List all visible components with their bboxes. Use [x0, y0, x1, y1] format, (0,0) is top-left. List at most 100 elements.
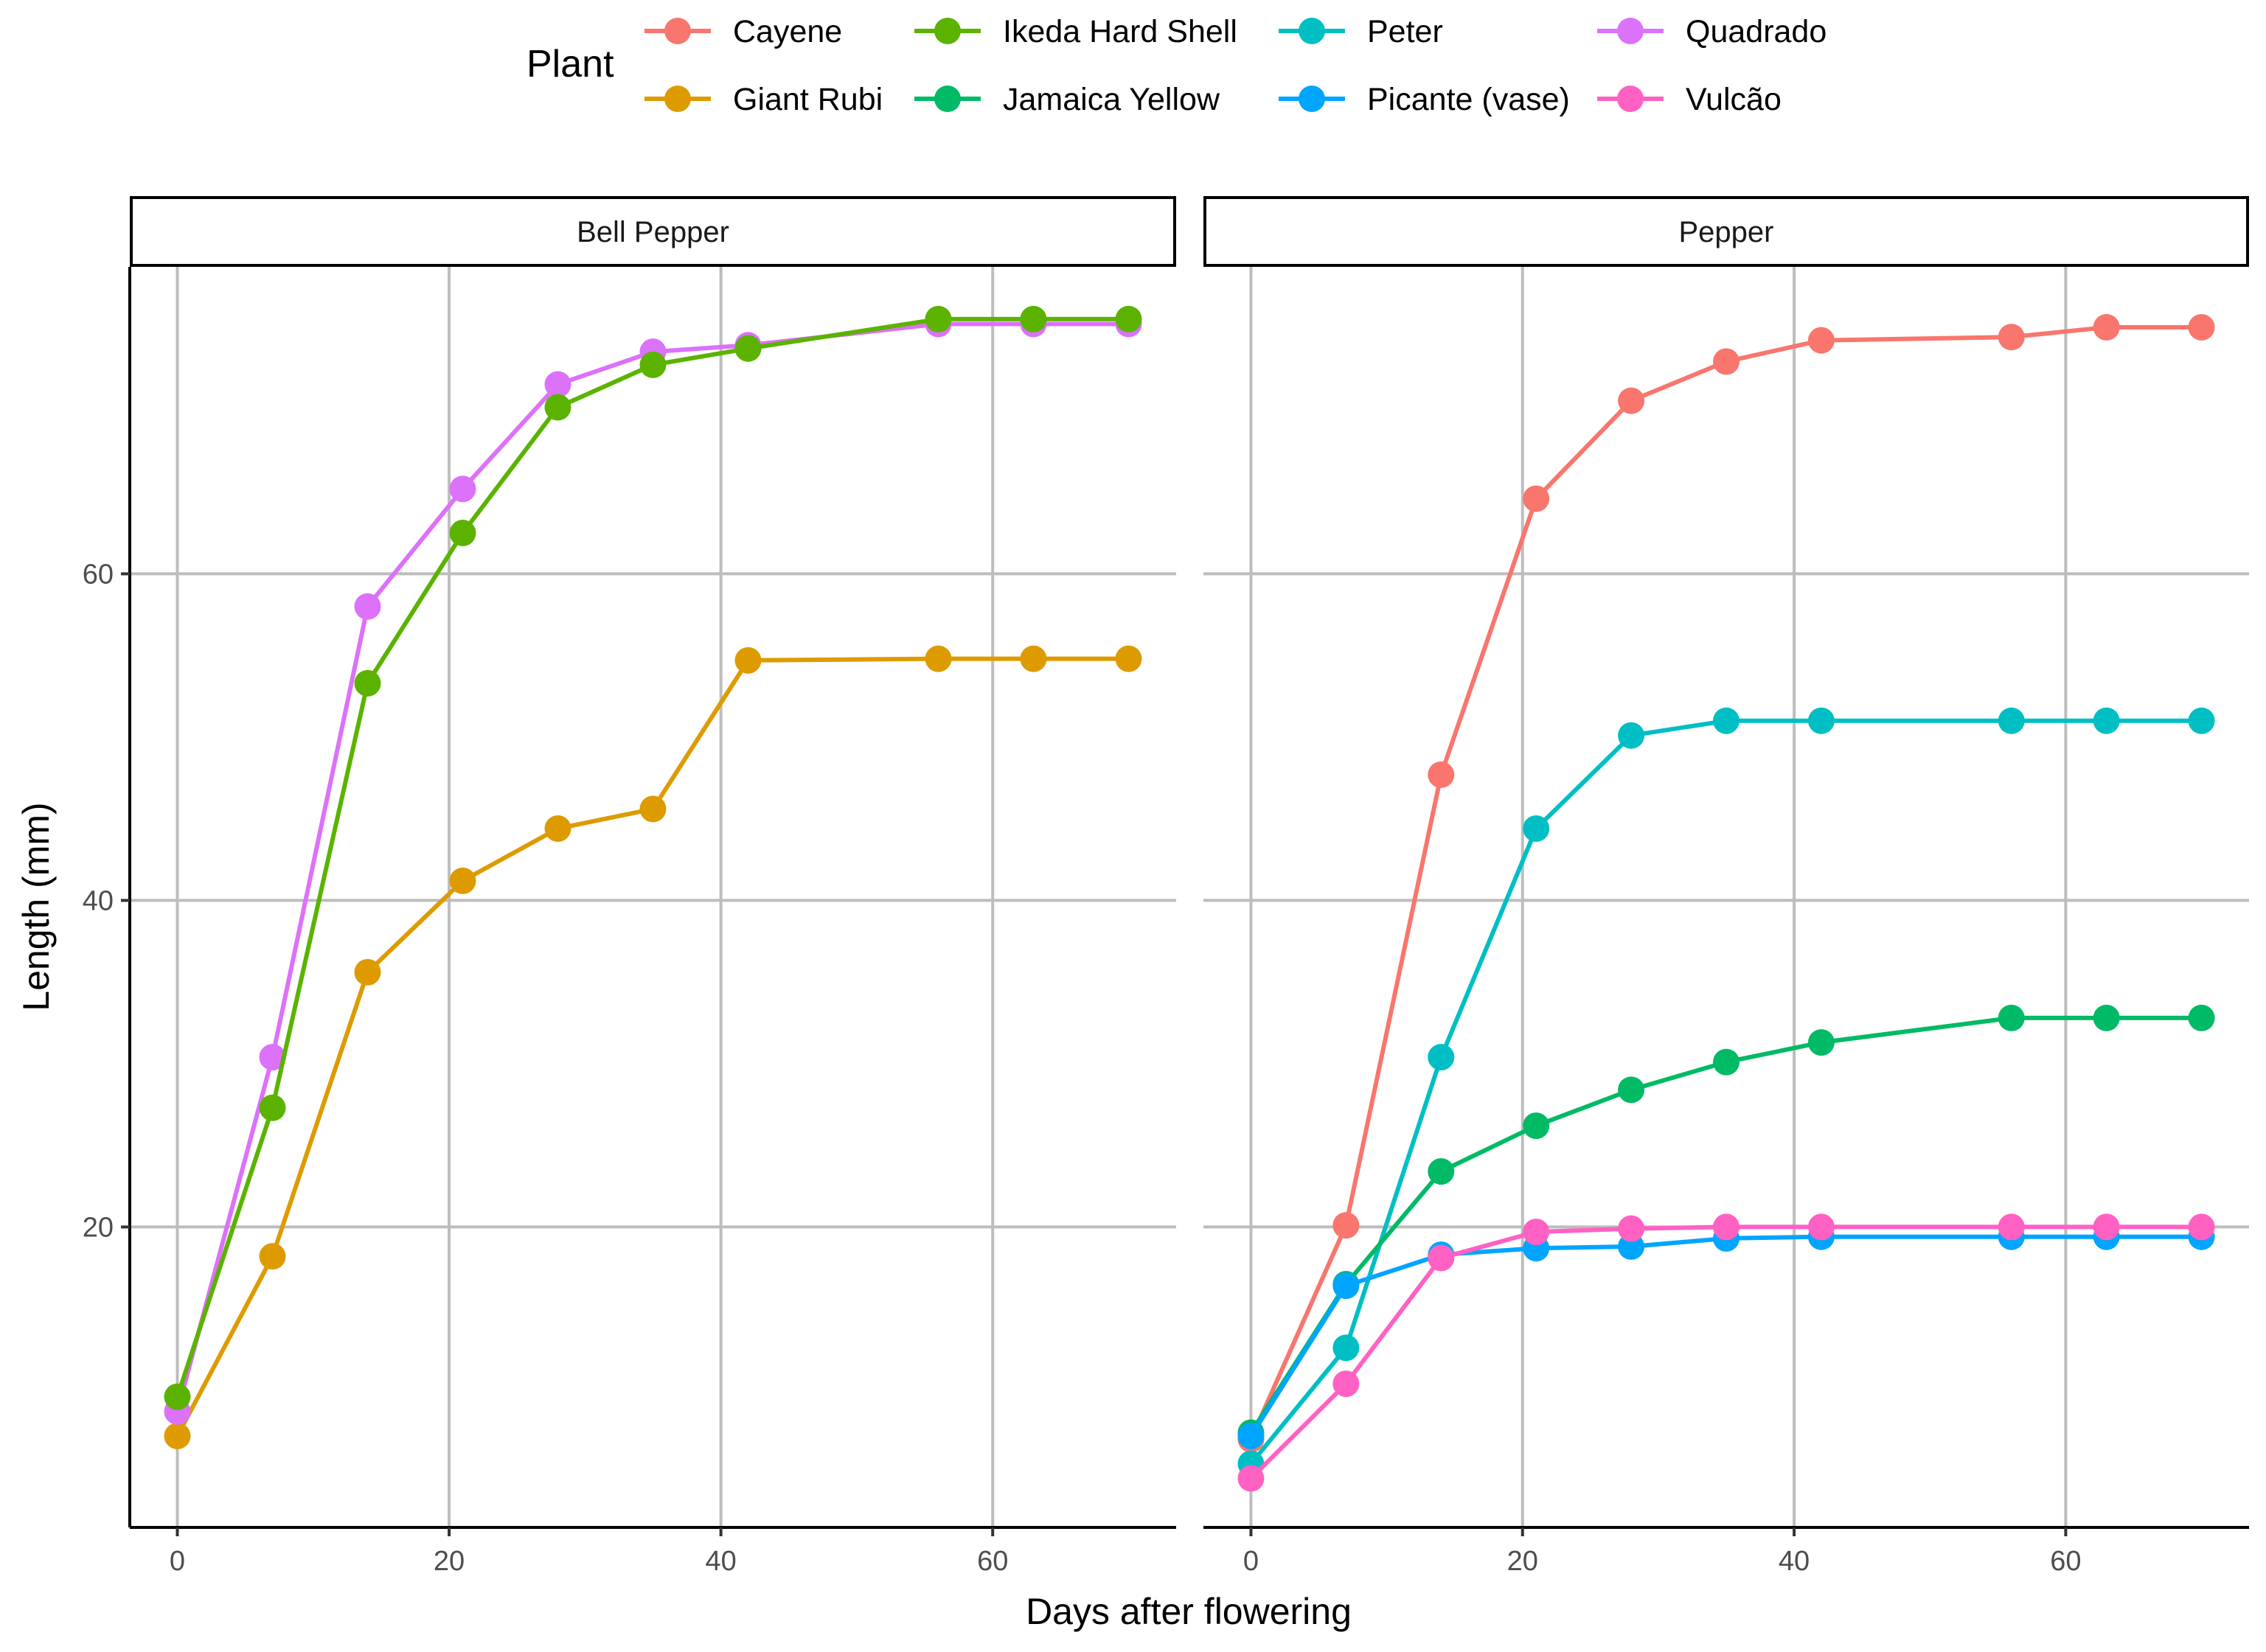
- data-point-vulcao: [1713, 1213, 1740, 1241]
- legend-entry-ikeda-hard-shell: Ikeda Hard Shell: [914, 14, 1237, 49]
- legend-key-point: [1617, 86, 1644, 112]
- data-point-peter: [1807, 707, 1835, 734]
- legend-entry-jamaica-yellow: Jamaica Yellow: [914, 82, 1220, 117]
- strip-title-bell-pepper: Bell Pepper: [577, 216, 729, 248]
- data-point-cayene: [2093, 313, 2120, 341]
- data-point-ikeda-hard-shell: [449, 520, 476, 547]
- data-point-picante-vase: [1237, 1422, 1265, 1449]
- data-point-giant-rubi: [639, 795, 667, 823]
- data-point-giant-rubi: [259, 1243, 286, 1270]
- strip-bell-pepper: [130, 196, 1176, 267]
- x-tick-label: 20: [1507, 1546, 1538, 1577]
- legend-label: Picante (vase): [1367, 82, 1570, 117]
- legend-key-point: [1299, 18, 1325, 44]
- legend-label: Peter: [1367, 14, 1443, 49]
- data-point-ikeda-hard-shell: [639, 351, 667, 378]
- data-point-jamaica-yellow: [1713, 1048, 1740, 1076]
- data-point-peter: [1523, 815, 1550, 842]
- data-point-cayene: [1523, 485, 1550, 512]
- data-point-vulcao: [2188, 1213, 2215, 1241]
- data-point-peter: [1713, 707, 1740, 734]
- data-point-giant-rubi: [164, 1422, 191, 1449]
- data-point-ikeda-hard-shell: [1115, 305, 1142, 332]
- x-axis-title: Days after flowering: [1026, 1591, 1352, 1632]
- data-point-vulcao: [1998, 1213, 2025, 1241]
- data-point-giant-rubi: [449, 867, 476, 894]
- legend-entry-cayene: Cayene: [644, 14, 842, 49]
- legend-key-point: [664, 18, 691, 44]
- data-point-cayene: [1807, 327, 1835, 354]
- data-point-ikeda-hard-shell: [354, 669, 381, 697]
- data-point-quadrado: [544, 371, 571, 398]
- legend-key-point: [1299, 86, 1325, 112]
- data-point-vulcao: [2093, 1213, 2120, 1241]
- data-point-vulcao: [1523, 1219, 1550, 1246]
- data-point-peter: [2188, 707, 2215, 734]
- x-tick-label: 60: [2050, 1546, 2081, 1577]
- legend-label: Cayene: [733, 14, 842, 49]
- data-point-jamaica-yellow: [1807, 1029, 1835, 1056]
- legend-key-point: [934, 86, 961, 112]
- series-line-giant-rubi: [175, 656, 1129, 1437]
- legend-label: Quadrado: [1686, 14, 1827, 49]
- data-point-jamaica-yellow: [1428, 1158, 1455, 1185]
- data-point-ikeda-hard-shell: [925, 305, 952, 332]
- data-point-giant-rubi: [925, 645, 952, 672]
- data-point-vulcao: [1618, 1215, 1645, 1242]
- data-point-peter: [1998, 707, 2025, 734]
- legend-label: Vulcão: [1686, 82, 1782, 117]
- data-point-giant-rubi: [1115, 645, 1142, 672]
- series-line-peter: [1249, 718, 2202, 1465]
- data-point-peter: [1618, 722, 1645, 749]
- x-tick-label: 0: [1243, 1546, 1259, 1577]
- data-point-ikeda-hard-shell: [259, 1094, 286, 1121]
- legend-entry-giant-rubi: Giant Rubi: [644, 82, 883, 117]
- data-point-giant-rubi: [544, 815, 571, 842]
- data-point-cayene: [1998, 324, 2025, 351]
- strip-title-pepper: Pepper: [1679, 216, 1774, 248]
- data-point-ikeda-hard-shell: [544, 394, 571, 421]
- legend-label: Jamaica Yellow: [1003, 82, 1220, 117]
- data-point-jamaica-yellow: [2093, 1004, 2120, 1031]
- data-point-jamaica-yellow: [1523, 1112, 1550, 1140]
- legend-entry-quadrado: Quadrado: [1597, 14, 1827, 49]
- data-point-ikeda-hard-shell: [734, 335, 762, 362]
- legend-entry-picante-vase: Picante (vase): [1279, 82, 1570, 117]
- legend-key-point: [1617, 18, 1644, 44]
- data-point-picante-vase: [1332, 1272, 1360, 1300]
- data-point-ikeda-hard-shell: [1020, 305, 1047, 332]
- legend: Plant Cayene Giant Rubi Ikeda Hard Shell Jam…: [526, 14, 1827, 117]
- data-point-cayene: [1618, 387, 1645, 414]
- y-tick-label: 20: [83, 1212, 114, 1243]
- data-point-quadrado: [449, 475, 476, 503]
- data-point-giant-rubi: [734, 646, 762, 674]
- legend-label: Giant Rubi: [733, 82, 883, 117]
- panel-pepper: 0 20 40 60 Pepper: [1203, 196, 2249, 1577]
- data-point-giant-rubi: [354, 958, 381, 986]
- data-point-giant-rubi: [1020, 645, 1047, 672]
- series-line-jamaica-yellow: [1248, 1015, 2202, 1435]
- data-point-ikeda-hard-shell: [164, 1383, 191, 1410]
- x-tick-label: 40: [706, 1546, 737, 1577]
- data-point-cayene: [2188, 313, 2215, 341]
- legend-entry-peter: Peter: [1279, 14, 1443, 49]
- data-point-quadrado: [354, 593, 381, 620]
- data-point-peter: [2093, 707, 2120, 734]
- y-axis-title: Length (mm): [15, 802, 57, 1011]
- data-point-vulcao: [1428, 1244, 1455, 1272]
- y-tick-label: 60: [83, 559, 114, 590]
- data-point-jamaica-yellow: [2188, 1004, 2215, 1031]
- series-line-vulcao: [1249, 1224, 2202, 1480]
- legend-title: Plant: [526, 43, 614, 86]
- series-line-quadrado: [175, 321, 1129, 1412]
- data-point-cayene: [1713, 348, 1740, 375]
- data-point-quadrado: [259, 1044, 286, 1071]
- series-line-cayene: [1248, 325, 2202, 1440]
- x-tick-label: 60: [977, 1546, 1008, 1577]
- data-point-vulcao: [1332, 1370, 1360, 1398]
- x-tick-label: 40: [1779, 1546, 1810, 1577]
- data-point-cayene: [1332, 1212, 1360, 1239]
- data-point-cayene: [1428, 761, 1455, 788]
- data-point-jamaica-yellow: [1998, 1004, 2025, 1031]
